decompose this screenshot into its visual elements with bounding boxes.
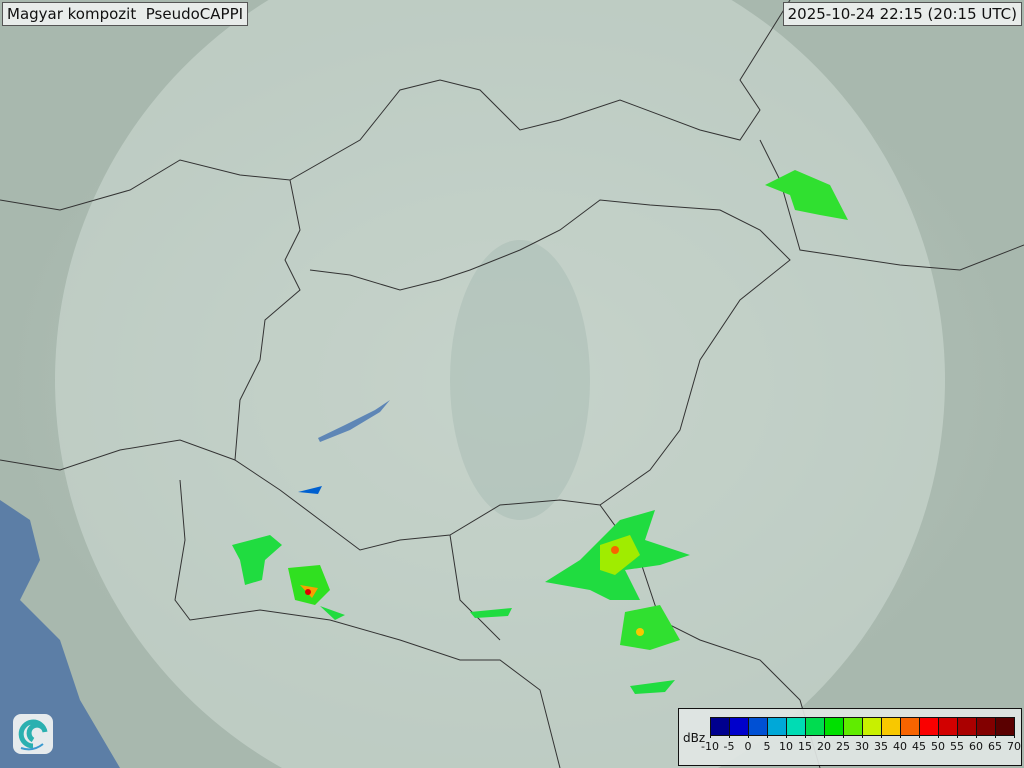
color-cell bbox=[730, 718, 749, 735]
tick-text: 30 bbox=[855, 740, 869, 753]
color-cell bbox=[958, 718, 977, 735]
dbz-legend: dBz -10 -5 0 5 10 15 20 25 30 35 40 45 50 55 60 65 70 bbox=[678, 708, 1022, 766]
tick-text: 65 bbox=[988, 740, 1002, 753]
tick-label: 55 bbox=[942, 734, 972, 753]
tick-text: 60 bbox=[969, 740, 983, 753]
tick-text: 20 bbox=[817, 740, 831, 753]
legend-unit: dBz bbox=[683, 731, 706, 745]
swirl-logo-icon bbox=[13, 714, 53, 754]
radar-echoes bbox=[232, 170, 848, 694]
tick-text: 35 bbox=[874, 740, 888, 753]
color-cell bbox=[825, 718, 844, 735]
tick-text: 40 bbox=[893, 740, 907, 753]
tick-label: 60 bbox=[961, 734, 991, 753]
tick-text: 0 bbox=[744, 740, 752, 753]
adriatic-sea bbox=[0, 500, 120, 768]
tick-label: 30 bbox=[847, 734, 877, 753]
color-cell bbox=[920, 718, 939, 735]
tick-label: 25 bbox=[828, 734, 858, 753]
color-cell bbox=[939, 718, 958, 735]
color-cell bbox=[749, 718, 768, 735]
color-cell bbox=[996, 718, 1014, 735]
color-cell bbox=[977, 718, 996, 735]
tick-text: 25 bbox=[836, 740, 850, 753]
tick-label: -10 bbox=[695, 734, 725, 753]
color-cell bbox=[806, 718, 825, 735]
color-cell bbox=[901, 718, 920, 735]
great-plain bbox=[450, 240, 590, 520]
tick-label: 50 bbox=[923, 734, 953, 753]
tick-label: 5 bbox=[752, 734, 782, 753]
tick-label: 40 bbox=[885, 734, 915, 753]
color-cell bbox=[863, 718, 882, 735]
color-cell bbox=[882, 718, 901, 735]
tick-text: 10 bbox=[779, 740, 793, 753]
tick-label: 15 bbox=[790, 734, 820, 753]
tick-label: 20 bbox=[809, 734, 839, 753]
product-title: Magyar kompozit PseudoCAPPI bbox=[2, 2, 249, 26]
tick-label: 10 bbox=[771, 734, 801, 753]
tick-text: 5 bbox=[763, 740, 771, 753]
tick-text: 55 bbox=[950, 740, 964, 753]
lake-balaton bbox=[318, 400, 390, 442]
color-cell bbox=[768, 718, 787, 735]
color-scale-ticks: -10 -5 0 5 10 15 20 25 30 35 40 45 50 55 60 65 70 bbox=[701, 734, 1021, 756]
color-cell bbox=[787, 718, 806, 735]
color-cell bbox=[844, 718, 863, 735]
tick-text: -10 bbox=[701, 740, 719, 753]
tick-label: 45 bbox=[904, 734, 934, 753]
tick-text: 45 bbox=[912, 740, 926, 753]
color-cell bbox=[711, 718, 730, 735]
color-scale-bar bbox=[710, 717, 1015, 736]
tick-label: 35 bbox=[866, 734, 896, 753]
tick-label: 65 bbox=[980, 734, 1010, 753]
tick-label: 70 bbox=[999, 734, 1024, 753]
tick-text: -5 bbox=[723, 740, 735, 753]
tick-text: 70 bbox=[1007, 740, 1021, 753]
tick-label: -5 bbox=[714, 734, 744, 753]
tick-label: 0 bbox=[733, 734, 763, 753]
tick-text: 15 bbox=[798, 740, 812, 753]
timestamp: 2025-10-24 22:15 (20:15 UTC) bbox=[782, 2, 1022, 26]
tick-text: 50 bbox=[931, 740, 945, 753]
